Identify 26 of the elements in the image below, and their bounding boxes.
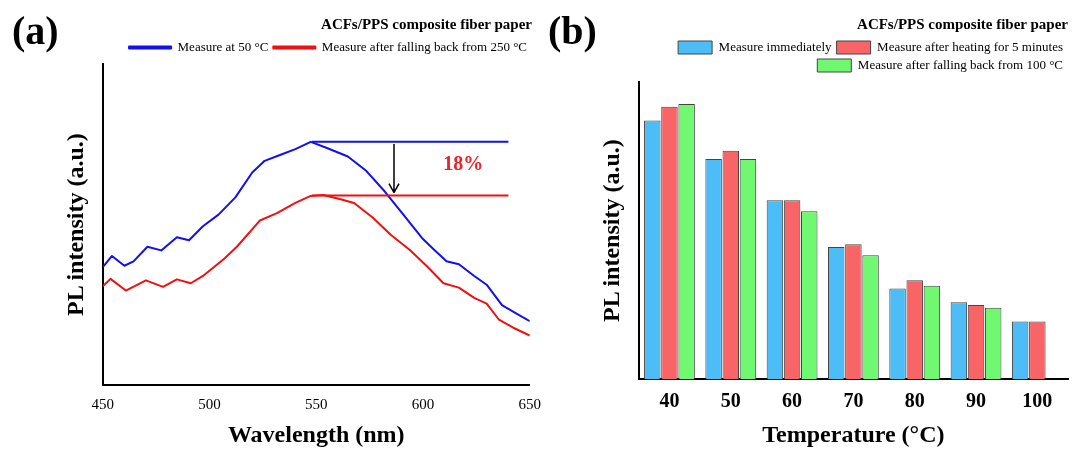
chart-title: ACFs/PPS composite fiber paper	[857, 15, 1069, 32]
x-tick-label: 100	[1022, 389, 1053, 412]
legend-label: Measure at 50 °C	[177, 38, 269, 54]
x-tick-label: 600	[411, 396, 435, 413]
x-axis-title: Wavelength (nm)	[227, 420, 405, 447]
x-tick-label: 70	[843, 389, 864, 412]
x-tick-label: 650	[518, 396, 541, 413]
x-tick-label: 50	[720, 389, 741, 412]
legend-label: Measure after falling back from 100 °C	[857, 56, 1064, 72]
x-tick-label: 80	[904, 389, 925, 412]
x-tick-label: 450	[91, 396, 115, 413]
x-tick-label: 40	[659, 389, 680, 412]
x-tick-label: 90	[966, 389, 987, 412]
x-axis-title: Temperature (°C)	[762, 420, 945, 447]
x-tick-label: 60	[782, 389, 803, 412]
legend-label: Measure immediately	[718, 38, 833, 54]
annotation: 18%	[443, 151, 484, 174]
text: (a)	[12, 8, 59, 54]
y-axis-title: PL intensity (a.u.)	[61, 133, 88, 316]
y-axis-title: PL intensity (a.u.)	[597, 139, 624, 322]
x-tick-label: 500	[198, 396, 221, 413]
legend-label: Measure after heating for 5 minutes	[877, 38, 1063, 54]
chart-title: ACFs/PPS composite fiber paper	[321, 15, 533, 32]
x-tick-label: 550	[305, 396, 328, 413]
legend-label: Measure after falling back from 250 °C	[321, 38, 528, 54]
text: (b)	[548, 8, 597, 54]
